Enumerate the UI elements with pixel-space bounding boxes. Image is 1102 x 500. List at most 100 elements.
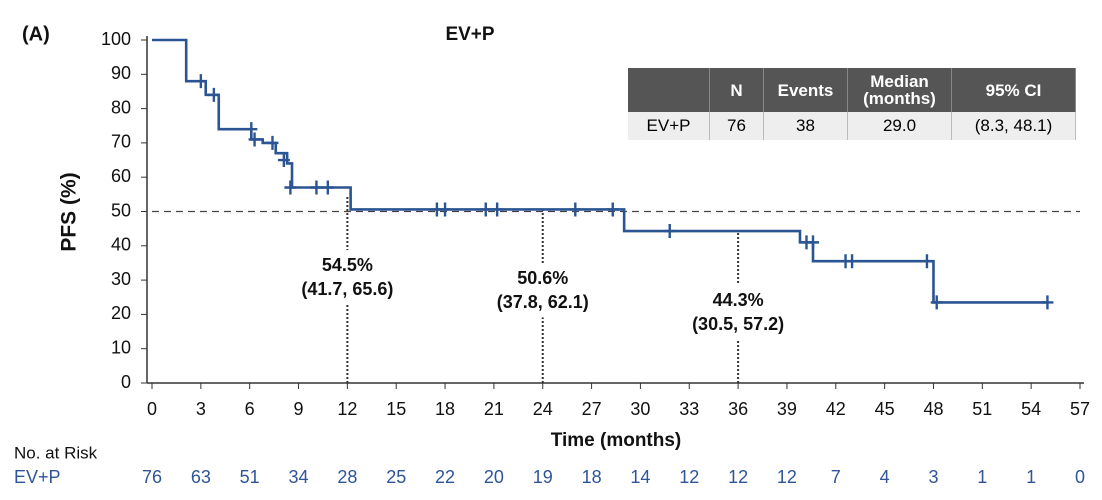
landmark-label-bg <box>668 285 809 340</box>
censor-mark <box>920 254 933 269</box>
censor-mark <box>663 224 676 239</box>
at-risk-title: No. at Risk <box>14 443 98 462</box>
censor-mark <box>245 122 258 137</box>
at-risk-value: 4 <box>880 467 890 487</box>
censor-mark <box>207 87 220 102</box>
at-risk-value: 0 <box>1075 467 1085 487</box>
at-risk-value: 12 <box>679 467 699 487</box>
censor-mark <box>277 153 290 168</box>
at-risk-value: 18 <box>582 467 602 487</box>
censor-mark <box>439 202 452 217</box>
table-cell: 76 <box>709 112 764 140</box>
x-tick-label: 57 <box>1070 399 1090 419</box>
table-cell: 38 <box>763 112 848 140</box>
chart-title: EV+P <box>445 24 494 45</box>
x-tick-label: 30 <box>630 399 650 419</box>
x-tick-label: 24 <box>533 399 553 419</box>
table-row-label: EV+P <box>628 112 710 140</box>
censor-mark <box>1041 295 1054 310</box>
landmark-value: 50.6% <box>517 268 568 288</box>
x-tick-label: 3 <box>196 399 206 419</box>
at-risk-value: 1 <box>977 467 987 487</box>
panel-label: (A) <box>22 23 50 45</box>
censor-mark <box>321 180 334 195</box>
landmark-ci: (41.7, 65.6) <box>301 279 393 299</box>
at-risk-value: 19 <box>533 467 553 487</box>
x-tick-label: 36 <box>728 399 748 419</box>
at-risk-value: 1 <box>1026 467 1036 487</box>
landmark-value: 54.5% <box>322 255 373 275</box>
censor-mark <box>569 202 582 217</box>
y-tick-label: 40 <box>111 235 131 255</box>
censor-mark <box>491 202 504 217</box>
at-risk-value: 76 <box>142 467 162 487</box>
y-tick-label: 10 <box>111 337 131 357</box>
censor-mark <box>479 202 492 217</box>
y-axis-label: PFS (%) <box>58 172 81 251</box>
landmark-value: 44.3% <box>713 290 764 310</box>
at-risk-value: 12 <box>777 467 797 487</box>
at-risk-value: 28 <box>337 467 357 487</box>
x-tick-label: 27 <box>582 399 602 419</box>
y-tick-label: 70 <box>111 132 131 152</box>
censor-mark <box>846 254 859 269</box>
censor-mark <box>310 180 323 195</box>
censor-mark <box>284 180 297 195</box>
x-tick-label: 12 <box>337 399 357 419</box>
table-column-header: Median (months) <box>847 68 952 112</box>
at-risk-value: 7 <box>831 467 841 487</box>
table-column-header: 95% CI <box>951 68 1076 112</box>
x-tick-label: 33 <box>679 399 699 419</box>
y-tick-label: 50 <box>111 200 131 220</box>
x-tick-label: 18 <box>435 399 455 419</box>
censor-mark <box>606 202 619 217</box>
x-tick-label: 21 <box>484 399 504 419</box>
x-tick-label: 42 <box>826 399 846 419</box>
at-risk-value: 3 <box>928 467 938 487</box>
table-cell: (8.3, 48.1) <box>951 112 1076 140</box>
x-tick-label: 45 <box>875 399 895 419</box>
x-tick-label: 54 <box>1021 399 1041 419</box>
at-risk-value: 51 <box>240 467 260 487</box>
table-column-header: Events <box>763 68 848 112</box>
censor-mark <box>930 295 943 310</box>
at-risk-value: 34 <box>289 467 309 487</box>
censor-mark <box>248 132 261 147</box>
at-risk-value: 63 <box>191 467 211 487</box>
landmark-ci: (37.8, 62.1) <box>497 292 589 312</box>
y-tick-label: 80 <box>111 97 131 117</box>
y-tick-label: 100 <box>101 29 131 49</box>
y-tick-label: 20 <box>111 303 131 323</box>
censor-mark <box>806 235 819 250</box>
table-cell: 29.0 <box>847 112 952 140</box>
x-tick-label: 0 <box>147 399 157 419</box>
at-risk-value: 14 <box>630 467 650 487</box>
at-risk-group: EV+P <box>14 467 61 487</box>
landmark-label-bg <box>277 250 418 305</box>
table-row: EV+P 76 38 29.0 (8.3, 48.1) <box>628 112 1076 140</box>
at-risk-value: 22 <box>435 467 455 487</box>
x-tick-label: 15 <box>386 399 406 419</box>
x-axis-label: Time (months) <box>551 430 682 451</box>
y-tick-label: 0 <box>121 372 131 392</box>
x-tick-label: 48 <box>923 399 943 419</box>
y-tick-label: 90 <box>111 63 131 83</box>
table-header: N Events Median (months) 95% CI <box>628 68 1076 112</box>
landmark-ci: (30.5, 57.2) <box>692 314 784 334</box>
at-risk-value: 25 <box>386 467 406 487</box>
x-tick-label: 6 <box>245 399 255 419</box>
x-tick-label: 51 <box>972 399 992 419</box>
x-tick-label: 39 <box>777 399 797 419</box>
at-risk-value: 12 <box>728 467 748 487</box>
x-tick-label: 9 <box>294 399 304 419</box>
summary-table: N Events Median (months) 95% CI EV+P 76 38 29.0… <box>628 68 1076 140</box>
at-risk-value: 20 <box>484 467 504 487</box>
landmark-label-bg <box>472 263 613 318</box>
table-corner <box>628 68 710 112</box>
censor-mark <box>194 74 207 89</box>
y-tick-label: 60 <box>111 166 131 186</box>
y-tick-label: 30 <box>111 269 131 289</box>
censor-mark <box>266 135 279 150</box>
